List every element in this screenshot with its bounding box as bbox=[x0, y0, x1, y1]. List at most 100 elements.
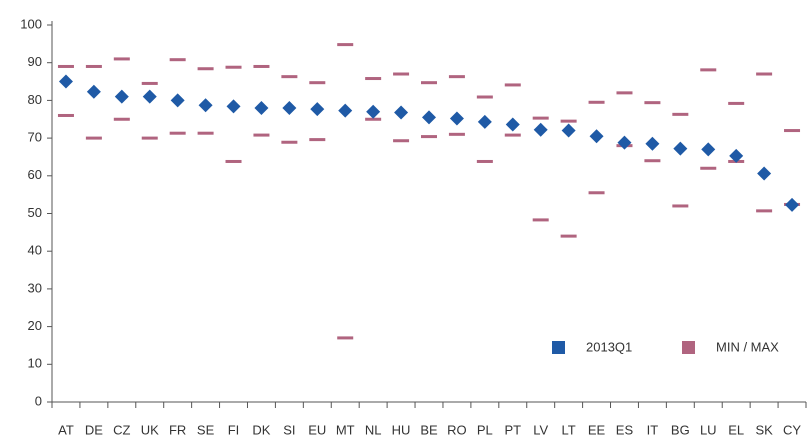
diamond-marker bbox=[785, 197, 800, 212]
range-dash bbox=[421, 135, 437, 139]
diamond-marker bbox=[170, 93, 185, 108]
legend-label: 2013Q1 bbox=[586, 339, 632, 354]
x-tick-label: DK bbox=[252, 422, 270, 436]
x-tick-label: BE bbox=[420, 422, 438, 436]
x-tick-label: LU bbox=[700, 422, 717, 436]
x-tick-label: MT bbox=[336, 422, 355, 436]
range-dash bbox=[113, 117, 130, 121]
range-dash bbox=[225, 65, 242, 69]
range-dash bbox=[672, 112, 689, 116]
x-tick-label: SE bbox=[197, 422, 215, 436]
diamond-marker bbox=[338, 103, 353, 118]
range-dash bbox=[197, 131, 214, 135]
diamond-marker bbox=[254, 100, 269, 115]
range-dash bbox=[365, 77, 382, 81]
diamond-marker bbox=[198, 98, 213, 113]
range-dash bbox=[588, 191, 605, 195]
range-dash bbox=[309, 138, 326, 142]
x-tick-label: HU bbox=[392, 422, 411, 436]
diamond-marker bbox=[310, 102, 325, 117]
range-dash bbox=[57, 64, 74, 68]
range-dash bbox=[644, 159, 661, 163]
range-dash bbox=[141, 81, 158, 85]
range-dash bbox=[169, 131, 186, 135]
range-dash bbox=[476, 159, 493, 163]
x-tick-label: FR bbox=[169, 422, 186, 436]
x-tick-label: CY bbox=[783, 422, 801, 436]
range-dash bbox=[365, 117, 382, 121]
range-dash bbox=[448, 75, 465, 79]
diamond-marker bbox=[673, 141, 688, 156]
y-tick-label: 90 bbox=[28, 54, 42, 69]
diamond-marker bbox=[422, 110, 436, 125]
y-tick-label: 40 bbox=[28, 243, 42, 258]
range-dash bbox=[253, 133, 270, 137]
range-dash bbox=[337, 43, 354, 47]
diamond-marker bbox=[282, 100, 297, 115]
diamond-marker bbox=[617, 135, 632, 150]
y-tick-label: 10 bbox=[28, 356, 42, 371]
x-tick-label: BG bbox=[671, 422, 690, 436]
diamond-marker bbox=[58, 74, 73, 89]
y-tick-label: 80 bbox=[28, 92, 42, 107]
range-dash bbox=[756, 209, 773, 213]
range-dash bbox=[476, 95, 493, 99]
x-tick-label: LT bbox=[562, 422, 576, 436]
diamond-marker bbox=[701, 142, 716, 157]
x-tick-label: LV bbox=[533, 422, 548, 436]
x-tick-label: EL bbox=[728, 422, 744, 436]
range-dash bbox=[281, 140, 298, 144]
x-tick-label: PL bbox=[477, 422, 493, 436]
diamond-marker bbox=[226, 99, 241, 114]
x-tick-label: FI bbox=[228, 422, 240, 436]
range-dash bbox=[756, 72, 773, 76]
x-tick-label: RO bbox=[447, 422, 467, 436]
x-tick-label: EU bbox=[308, 422, 326, 436]
diamond-marker bbox=[533, 122, 548, 137]
diamond-marker bbox=[366, 104, 381, 119]
range-dash bbox=[281, 75, 298, 79]
range-dash bbox=[784, 129, 801, 133]
range-dash bbox=[337, 336, 354, 340]
range-dash bbox=[644, 101, 661, 105]
diamond-marker bbox=[589, 129, 604, 144]
diamond-marker bbox=[449, 111, 464, 126]
diamond-marker bbox=[477, 114, 492, 129]
diamond-marker bbox=[114, 89, 129, 104]
range-dash bbox=[728, 101, 745, 105]
y-tick-label: 50 bbox=[28, 205, 42, 220]
diamond-marker bbox=[505, 117, 520, 132]
range-dash bbox=[560, 234, 577, 238]
x-tick-label: NL bbox=[365, 422, 382, 436]
range-dash bbox=[197, 67, 214, 71]
y-tick-label: 70 bbox=[28, 130, 42, 145]
diamond-marker bbox=[561, 123, 576, 138]
x-tick-label: PT bbox=[504, 422, 521, 436]
x-tick-label: UK bbox=[141, 422, 159, 436]
range-dash bbox=[113, 57, 130, 61]
x-tick-label: ES bbox=[616, 422, 634, 436]
legend-label: MIN / MAX bbox=[716, 339, 779, 354]
range-dash bbox=[169, 58, 186, 62]
legend-swatch bbox=[682, 341, 695, 354]
x-tick-label: EE bbox=[588, 422, 606, 436]
range-dash bbox=[421, 81, 437, 85]
x-tick-label: DE bbox=[85, 422, 103, 436]
range-dash bbox=[57, 113, 74, 117]
range-dash bbox=[532, 116, 549, 120]
y-tick-label: 0 bbox=[35, 393, 42, 408]
y-tick-label: 60 bbox=[28, 167, 42, 182]
range-dash bbox=[560, 119, 577, 123]
x-tick-label: IT bbox=[647, 422, 659, 436]
range-dash bbox=[616, 91, 633, 95]
range-dash bbox=[393, 72, 410, 76]
range-dash bbox=[85, 136, 102, 140]
range-dash bbox=[504, 133, 521, 137]
range-dash bbox=[85, 64, 102, 68]
diamond-marker bbox=[645, 136, 660, 151]
range-dash bbox=[448, 132, 465, 136]
range-dash bbox=[504, 83, 521, 87]
legend-swatch bbox=[552, 341, 565, 354]
range-dash bbox=[672, 204, 689, 208]
